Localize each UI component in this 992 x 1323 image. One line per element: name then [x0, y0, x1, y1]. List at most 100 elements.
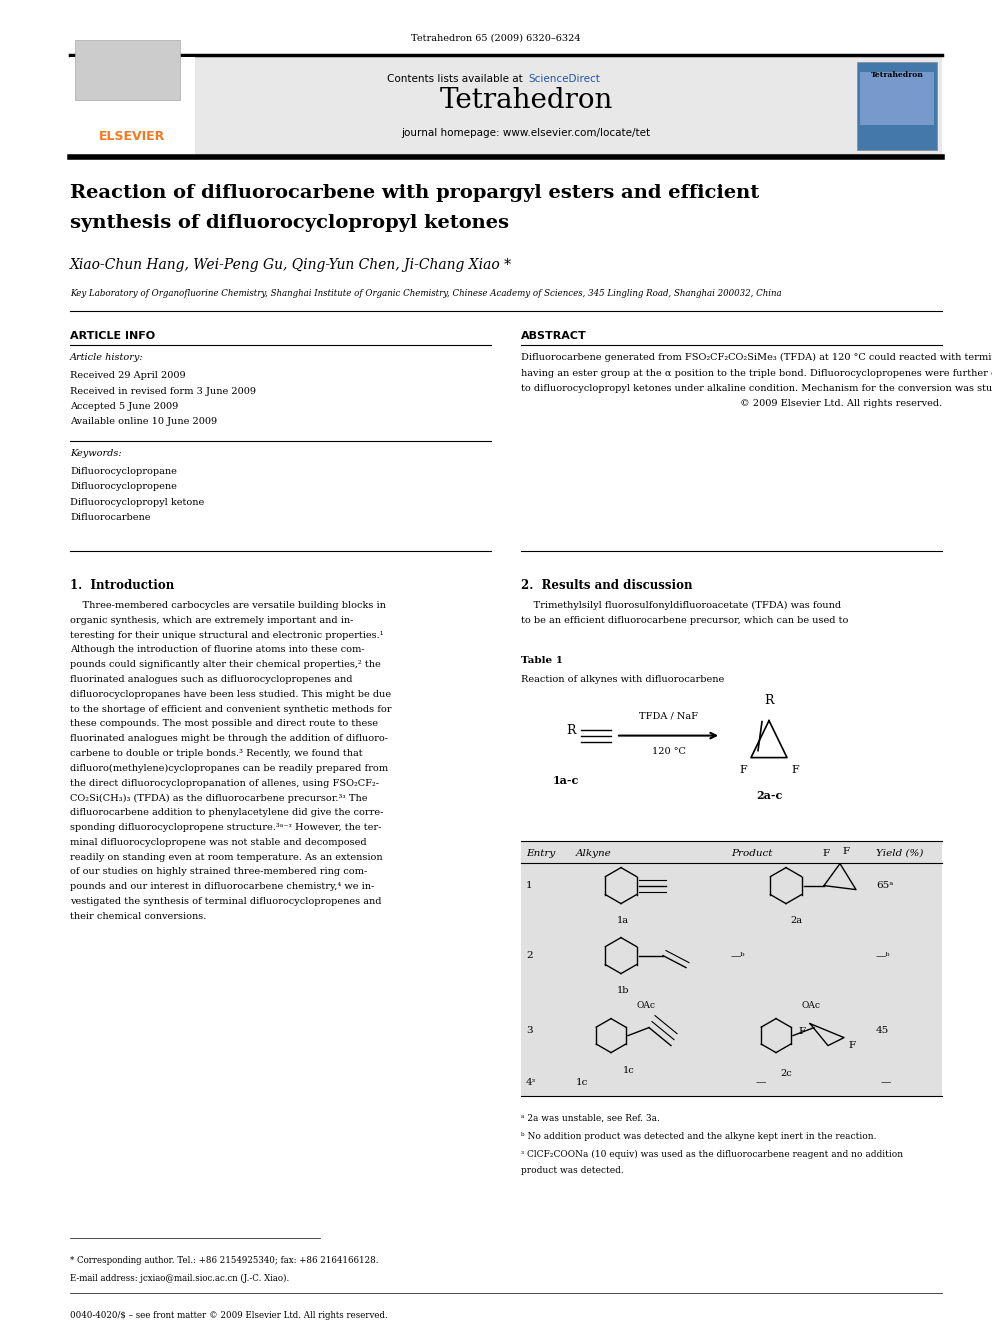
Text: product was detected.: product was detected.: [521, 1166, 624, 1175]
Text: Difluorocyclopropane: Difluorocyclopropane: [70, 467, 177, 476]
Text: synthesis of difluorocyclopropyl ketones: synthesis of difluorocyclopropyl ketones: [70, 214, 509, 232]
Text: having an ester group at the α position to the triple bond. Difluorocyclopropene: having an ester group at the α position …: [521, 369, 992, 377]
Bar: [70, 57, 942, 155]
Text: CO₂Si(CH₃)₃ (TFDA) as the difluorocarbene precursor.³ᶟ The: CO₂Si(CH₃)₃ (TFDA) as the difluorocarben…: [70, 794, 367, 803]
Text: 120 °C: 120 °C: [652, 747, 685, 757]
Text: Keywords:: Keywords:: [70, 448, 122, 458]
Text: F: F: [799, 1027, 806, 1036]
Text: ScienceDirect: ScienceDirect: [528, 74, 600, 83]
Text: Difluorocyclopropyl ketone: Difluorocyclopropyl ketone: [70, 497, 204, 507]
Text: vestigated the synthesis of terminal difluorocyclopropenes and: vestigated the synthesis of terminal dif…: [70, 897, 382, 906]
Text: 1c: 1c: [576, 1078, 588, 1088]
Text: TFDA / NaF: TFDA / NaF: [639, 710, 698, 720]
Text: the direct difluorocyclopropanation of allenes, using FSO₂CF₂-: the direct difluorocyclopropanation of a…: [70, 779, 379, 787]
Text: Received in revised form 3 June 2009: Received in revised form 3 June 2009: [70, 386, 256, 396]
Text: 65ᵃ: 65ᵃ: [876, 881, 894, 890]
Text: Alkyne: Alkyne: [576, 848, 612, 857]
Text: Yield (%): Yield (%): [876, 848, 924, 857]
Text: —ᵇ: —ᵇ: [876, 951, 891, 960]
Text: Reaction of difluorocarbene with propargyl esters and efficient: Reaction of difluorocarbene with proparg…: [70, 184, 759, 202]
Text: Difluorocarbene generated from FSO₂CF₂CO₂SiMe₃ (TFDA) at 120 °C could reacted wi: Difluorocarbene generated from FSO₂CF₂CO…: [521, 353, 992, 363]
Text: pounds could significantly alter their chemical properties,² the: pounds could significantly alter their c…: [70, 660, 381, 669]
Bar: [521, 840, 942, 1095]
Text: difluorocyclopropanes have been less studied. This might be due: difluorocyclopropanes have been less stu…: [70, 689, 391, 699]
Text: 1a-c: 1a-c: [553, 775, 579, 786]
Text: 2: 2: [526, 951, 533, 960]
Text: 1: 1: [526, 881, 533, 890]
Text: Available online 10 June 2009: Available online 10 June 2009: [70, 418, 217, 426]
Text: —ᵇ: —ᵇ: [731, 951, 746, 960]
Text: of our studies on highly strained three-membered ring com-: of our studies on highly strained three-…: [70, 868, 367, 876]
Text: 4ᶟ: 4ᶟ: [526, 1078, 536, 1088]
Text: Trimethylsilyl fluorosulfonyldifluoroacetate (TFDA) was found: Trimethylsilyl fluorosulfonyldifluoroace…: [521, 601, 841, 610]
Text: 2a-c: 2a-c: [756, 790, 782, 802]
Text: minal difluorocyclopropene was not stable and decomposed: minal difluorocyclopropene was not stabl…: [70, 837, 367, 847]
Text: to difluorocyclopropyl ketones under alkaline condition. Mechanism for the conve: to difluorocyclopropyl ketones under alk…: [521, 384, 992, 393]
Text: difluoro(methylene)cyclopropanes can be readily prepared from: difluoro(methylene)cyclopropanes can be …: [70, 763, 388, 773]
Bar: [70, 57, 195, 155]
Text: these compounds. The most possible and direct route to these: these compounds. The most possible and d…: [70, 720, 378, 729]
Text: R: R: [764, 695, 774, 706]
Text: ᵃ 2a was unstable, see Ref. 3a.: ᵃ 2a was unstable, see Ref. 3a.: [521, 1114, 660, 1123]
Text: Difluorocyclopropene: Difluorocyclopropene: [70, 483, 177, 492]
Text: teresting for their unique structural and electronic properties.¹: teresting for their unique structural an…: [70, 631, 384, 639]
Text: 1b: 1b: [617, 986, 629, 995]
Text: Tetrahedron 65 (2009) 6320–6324: Tetrahedron 65 (2009) 6320–6324: [412, 33, 580, 42]
Text: ABSTRACT: ABSTRACT: [521, 331, 586, 341]
Text: F: F: [848, 1041, 855, 1050]
Text: 1c: 1c: [623, 1065, 635, 1074]
Text: OAc: OAc: [802, 1000, 820, 1009]
Text: Xiao-Chun Hang, Wei-Peng Gu, Qing-Yun Chen, Ji-Chang Xiao *: Xiao-Chun Hang, Wei-Peng Gu, Qing-Yun Ch…: [70, 258, 512, 273]
Text: fluorinated analogues might be through the addition of difluoro-: fluorinated analogues might be through t…: [70, 734, 388, 744]
Text: —: —: [881, 1078, 891, 1088]
Text: ᶟ ClCF₂COONa (10 equiv) was used as the difluorocarbene reagent and no addition: ᶟ ClCF₂COONa (10 equiv) was used as the …: [521, 1150, 903, 1159]
Text: © 2009 Elsevier Ltd. All rights reserved.: © 2009 Elsevier Ltd. All rights reserved…: [740, 400, 942, 409]
Text: Reaction of alkynes with difluorocarbene: Reaction of alkynes with difluorocarbene: [521, 675, 724, 684]
Text: F: F: [822, 849, 829, 859]
Text: carbene to double or triple bonds.³ Recently, we found that: carbene to double or triple bonds.³ Rece…: [70, 749, 363, 758]
Text: Tetrahedron: Tetrahedron: [439, 87, 613, 115]
Text: Entry: Entry: [526, 848, 556, 857]
Text: Table 1: Table 1: [521, 656, 563, 664]
Text: Article history:: Article history:: [70, 353, 144, 363]
Text: 45: 45: [876, 1027, 889, 1035]
Bar: [860, 71, 934, 124]
Text: ᵇ No addition product was detected and the alkyne kept inert in the reaction.: ᵇ No addition product was detected and t…: [521, 1131, 877, 1140]
Text: OAc: OAc: [637, 1000, 656, 1009]
Text: to the shortage of efficient and convenient synthetic methods for: to the shortage of efficient and conveni…: [70, 705, 392, 713]
Text: E-mail address: jcxiao@mail.sioc.ac.cn (J.-C. Xiao).: E-mail address: jcxiao@mail.sioc.ac.cn (…: [70, 1274, 290, 1283]
Text: Key Laboratory of Organofluorine Chemistry, Shanghai Institute of Organic Chemis: Key Laboratory of Organofluorine Chemist…: [70, 288, 782, 298]
Text: 2.  Results and discussion: 2. Results and discussion: [521, 579, 692, 591]
Text: ELSEVIER: ELSEVIER: [99, 131, 165, 143]
Text: journal homepage: www.elsevier.com/locate/tet: journal homepage: www.elsevier.com/locat…: [402, 128, 651, 138]
Text: pounds and our interest in difluorocarbene chemistry,⁴ we in-: pounds and our interest in difluorocarbe…: [70, 882, 374, 892]
Text: fluorinated analogues such as difluorocyclopropenes and: fluorinated analogues such as difluorocy…: [70, 675, 352, 684]
Text: 0040-4020/$ – see front matter © 2009 Elsevier Ltd. All rights reserved.: 0040-4020/$ – see front matter © 2009 El…: [70, 1311, 388, 1320]
Text: Difluorocarbene: Difluorocarbene: [70, 513, 151, 523]
Text: organic synthesis, which are extremely important and in-: organic synthesis, which are extremely i…: [70, 615, 353, 624]
Text: to be an efficient difluorocarbene precursor, which can be used to: to be an efficient difluorocarbene precu…: [521, 615, 848, 624]
Text: Contents lists available at: Contents lists available at: [387, 74, 526, 83]
Text: —: —: [756, 1078, 766, 1088]
Text: sponding difluorocyclopropene structure.³ᵃ⁻ᶟ However, the ter-: sponding difluorocyclopropene structure.…: [70, 823, 381, 832]
Text: * Corresponding author. Tel.: +86 2154925340; fax: +86 2164166128.: * Corresponding author. Tel.: +86 215492…: [70, 1256, 379, 1265]
Text: ARTICLE INFO: ARTICLE INFO: [70, 331, 155, 341]
Text: readily on standing even at room temperature. As an extension: readily on standing even at room tempera…: [70, 852, 383, 861]
Text: F: F: [739, 765, 747, 774]
Text: Tetrahedron: Tetrahedron: [871, 71, 924, 79]
Bar: [857, 62, 937, 149]
Bar: [75, 40, 180, 101]
Text: F: F: [842, 847, 849, 856]
Text: Received 29 April 2009: Received 29 April 2009: [70, 370, 186, 380]
Text: their chemical conversions.: their chemical conversions.: [70, 912, 206, 921]
Text: F: F: [792, 765, 799, 774]
Text: Product: Product: [731, 848, 773, 857]
Text: difluorocarbene addition to phenylacetylene did give the corre-: difluorocarbene addition to phenylacetyl…: [70, 808, 383, 818]
Text: 2c: 2c: [780, 1069, 792, 1078]
Text: 1a: 1a: [617, 916, 629, 925]
Text: R: R: [566, 724, 576, 737]
Text: 2a: 2a: [790, 916, 802, 925]
Text: Three-membered carbocycles are versatile building blocks in: Three-membered carbocycles are versatile…: [70, 601, 386, 610]
Text: 3: 3: [526, 1027, 533, 1035]
Text: Accepted 5 June 2009: Accepted 5 June 2009: [70, 402, 179, 411]
